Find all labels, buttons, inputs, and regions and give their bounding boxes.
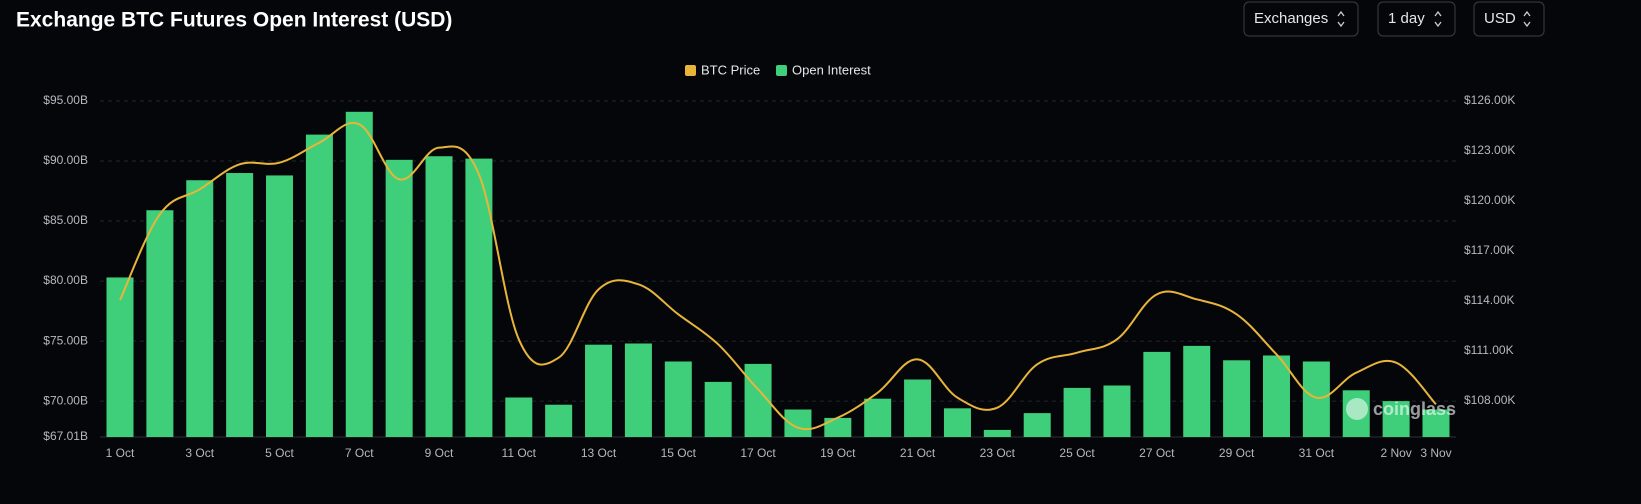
bar xyxy=(345,111,373,437)
bar xyxy=(266,175,294,437)
y2-tick-label: $114.00K xyxy=(1464,293,1515,307)
bar xyxy=(1183,345,1211,437)
y2-tick-label: $108.00K xyxy=(1464,393,1515,407)
legend-label[interactable]: Open Interest xyxy=(792,62,871,77)
bar xyxy=(385,159,413,438)
bar xyxy=(186,180,214,438)
y-tick-label: $95.00B xyxy=(43,93,88,107)
y-tick-label: $70.00B xyxy=(43,393,88,407)
bar xyxy=(943,408,971,437)
x-tick-label: 31 Oct xyxy=(1299,446,1335,460)
y-tick-label: $85.00B xyxy=(43,213,88,227)
x-tick-label: 25 Oct xyxy=(1059,446,1095,460)
dropdown-button[interactable] xyxy=(1243,1,1359,37)
x-tick-label: 2 Nov xyxy=(1380,446,1411,460)
bar xyxy=(983,429,1011,437)
bar xyxy=(585,344,613,437)
legend-swatch[interactable] xyxy=(776,65,787,76)
legend-swatch[interactable] xyxy=(685,65,696,76)
dropdown-button[interactable] xyxy=(1377,1,1456,37)
chart-title: Exchange BTC Futures Open Interest (USD) xyxy=(16,9,452,32)
bar xyxy=(1382,401,1410,437)
bar xyxy=(545,404,573,437)
bar xyxy=(824,417,852,437)
y2-tick-label: $123.00K xyxy=(1464,143,1515,157)
bar xyxy=(1023,413,1051,437)
dropdown-icon xyxy=(1337,10,1345,28)
bar xyxy=(146,210,174,437)
bar xyxy=(106,277,134,437)
legend-label[interactable]: BTC Price xyxy=(701,62,760,77)
bar xyxy=(226,173,254,437)
bar xyxy=(305,134,333,437)
x-tick-label: 21 Oct xyxy=(900,446,936,460)
x-tick-label: 3 Nov xyxy=(1420,446,1451,460)
bar xyxy=(1302,361,1330,437)
x-tick-label: 13 Oct xyxy=(581,446,617,460)
y-tick-label: $80.00B xyxy=(43,273,88,287)
bar xyxy=(425,156,453,437)
x-tick-label: 3 Oct xyxy=(185,446,214,460)
bar xyxy=(1143,351,1171,437)
x-tick-label: 23 Oct xyxy=(980,446,1016,460)
bar xyxy=(1262,355,1290,437)
bar xyxy=(1223,360,1251,437)
x-tick-label: 9 Oct xyxy=(425,446,454,460)
bar xyxy=(1063,387,1091,437)
bar xyxy=(465,158,493,437)
watermark-logo xyxy=(1346,398,1368,420)
dropdown-label[interactable]: Exchanges xyxy=(1254,10,1328,27)
x-tick-label: 7 Oct xyxy=(345,446,374,460)
dropdown-button[interactable] xyxy=(1473,1,1545,37)
price-line xyxy=(119,121,1437,431)
dropdown-label[interactable]: 1 day xyxy=(1388,10,1425,27)
x-tick-label: 5 Oct xyxy=(265,446,294,460)
dropdown-icon xyxy=(1434,10,1442,28)
watermark: coinglass xyxy=(1373,399,1456,419)
y2-tick-label: $117.00K xyxy=(1464,243,1515,257)
x-tick-label: 1 Oct xyxy=(106,446,135,460)
x-tick-label: 29 Oct xyxy=(1219,446,1255,460)
y2-tick-label: $111.00K xyxy=(1464,343,1514,357)
bar xyxy=(624,343,652,437)
x-tick-label: 19 Oct xyxy=(820,446,856,460)
y-tick-label: $90.00B xyxy=(43,153,88,167)
bar xyxy=(904,379,932,437)
dropdown-icon xyxy=(1523,10,1531,28)
bar xyxy=(664,361,692,437)
x-tick-label: 11 Oct xyxy=(502,446,537,460)
y-tick-label: $75.00B xyxy=(43,333,88,347)
dropdown-label[interactable]: USD xyxy=(1484,10,1516,27)
x-tick-label: 17 Oct xyxy=(740,446,776,460)
x-tick-label: 15 Oct xyxy=(661,446,697,460)
x-tick-label: 27 Oct xyxy=(1139,446,1175,460)
bar xyxy=(704,381,732,437)
bar xyxy=(1422,409,1450,437)
y-tick-label: $67.01B xyxy=(43,429,88,443)
bar xyxy=(1103,385,1131,437)
bar xyxy=(505,397,533,437)
bar xyxy=(864,398,892,437)
y2-tick-label: $120.00K xyxy=(1464,193,1515,207)
y2-tick-label: $126.00K xyxy=(1464,93,1515,107)
